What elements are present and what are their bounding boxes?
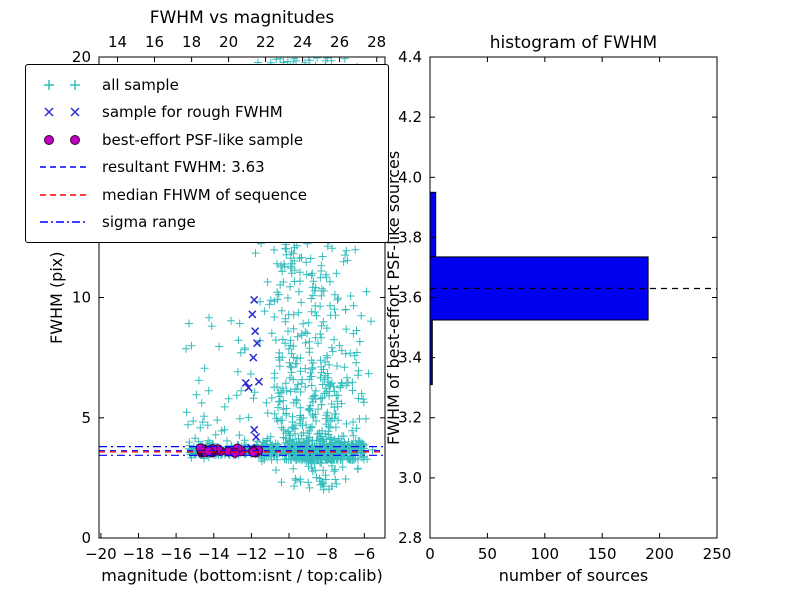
legend-label: resultant FWHM: 3.63 bbox=[102, 158, 265, 177]
x-tick-label: 250 bbox=[703, 545, 732, 563]
top-tick-label: 18 bbox=[182, 33, 201, 51]
scatter-title: FWHM vs magnitudes bbox=[149, 8, 335, 28]
plus-marker-icon bbox=[44, 79, 80, 90]
top-tick-label: 28 bbox=[367, 33, 386, 51]
legend-label: all sample bbox=[102, 75, 179, 94]
top-tick-label: 20 bbox=[219, 33, 238, 51]
legend-item-median-fwhm: median FHWM of sequence bbox=[36, 182, 378, 208]
dashdot-line-icon bbox=[40, 221, 88, 223]
y-tick-label: 4.0 bbox=[398, 168, 422, 186]
legend-label: sigma range bbox=[102, 213, 196, 232]
x-tick-label: 150 bbox=[588, 545, 617, 563]
y-tick-label: 3.8 bbox=[398, 228, 422, 246]
x-tick-label: −14 bbox=[198, 545, 230, 563]
histogram-title: histogram of FWHM bbox=[489, 33, 658, 53]
legend: all sample sample for rough FWHM best-ef… bbox=[25, 64, 389, 243]
circle-icon bbox=[44, 134, 54, 145]
x-tick-label: −8 bbox=[316, 545, 338, 563]
y-tick-label: 3.0 bbox=[398, 469, 422, 487]
legend-item-resultant-fwhm: resultant FWHM: 3.63 bbox=[36, 154, 378, 180]
x-tick-label: 200 bbox=[645, 545, 674, 563]
y-tick-label: 20 bbox=[72, 48, 91, 66]
x-tick-label: 100 bbox=[530, 545, 559, 563]
histogram-xlabel: number of sources bbox=[498, 566, 649, 585]
top-tick-label: 22 bbox=[256, 33, 275, 51]
y-tick-label: 3.4 bbox=[398, 349, 422, 367]
legend-label: median FHWM of sequence bbox=[102, 185, 307, 204]
legend-label: best-effort PSF-like sample bbox=[102, 130, 304, 149]
top-tick-label: 14 bbox=[108, 33, 127, 51]
x-tick-label: 0 bbox=[425, 545, 435, 563]
x-tick-label: −16 bbox=[160, 545, 192, 563]
histogram-bar bbox=[430, 191, 437, 258]
legend-item-rough-fwhm: sample for rough FWHM bbox=[36, 99, 378, 125]
legend-item-psf-sample: best-effort PSF-like sample bbox=[36, 127, 378, 153]
legend-label: sample for rough FWHM bbox=[102, 103, 283, 122]
psf-sample-point bbox=[230, 447, 240, 458]
x-tick-label: −6 bbox=[353, 545, 375, 563]
y-tick-label: 2.8 bbox=[398, 529, 422, 547]
histogram-bar bbox=[430, 256, 649, 321]
y-tick-label: 3.2 bbox=[398, 409, 422, 427]
scatter-xlabel: magnitude (bottom:isnt / top:calib) bbox=[101, 566, 383, 585]
y-tick-label: 10 bbox=[72, 289, 91, 307]
legend-item-all-sample: all sample bbox=[36, 72, 378, 98]
x-tick-label: 50 bbox=[478, 545, 497, 563]
circle-marker-icon bbox=[44, 134, 80, 145]
y-tick-label: 5 bbox=[81, 409, 91, 427]
histogram-axes: 0 50 100 150 200 250 2.8 3.0 3.2 3.4 3.6 3.8 4.0 4.2 4… bbox=[398, 48, 731, 563]
y-tick-label: 3.6 bbox=[398, 289, 422, 307]
x-tick-label: −10 bbox=[273, 545, 305, 563]
rough-fwhm-points bbox=[207, 295, 263, 457]
top-tick-label: 24 bbox=[293, 33, 312, 51]
top-tick-label: 16 bbox=[145, 33, 164, 51]
dashed-line-icon bbox=[40, 194, 88, 196]
y-tick-label: 4.4 bbox=[398, 48, 422, 66]
x-icon bbox=[44, 107, 80, 117]
top-tick-label: 26 bbox=[330, 33, 349, 51]
x-marker-icon bbox=[44, 107, 80, 117]
circle-icon bbox=[70, 134, 80, 145]
y-tick-label: 0 bbox=[81, 529, 91, 547]
histogram-data bbox=[430, 191, 717, 386]
y-tick-label: 4.2 bbox=[398, 108, 422, 126]
plus-icon bbox=[44, 79, 80, 90]
x-tick-label: −12 bbox=[236, 545, 268, 563]
x-tick-label: −18 bbox=[123, 545, 155, 563]
scatter-data bbox=[99, 57, 385, 494]
x-tick-label: −20 bbox=[85, 545, 117, 563]
legend-item-sigma-range: sigma range bbox=[36, 209, 378, 235]
dashed-line-icon bbox=[40, 166, 88, 168]
